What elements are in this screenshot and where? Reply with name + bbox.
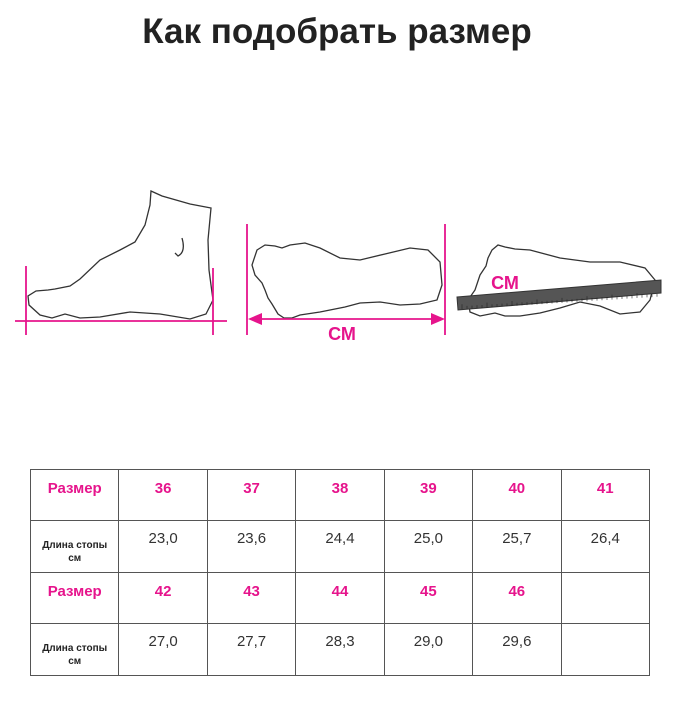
length-label-line1: Длина стопы bbox=[42, 540, 108, 551]
size-cell: 40 bbox=[472, 469, 562, 521]
length-label: Длина стопы см bbox=[29, 520, 120, 573]
side-foot-drawing bbox=[27, 190, 214, 320]
size-chart-table: Размер 36 37 38 39 40 41 Длина стопы см 23,0 23,6 2… bbox=[29, 469, 651, 676]
foot-measurement-illustration: СМ СМ bbox=[15, 190, 662, 344]
length-label-line1: Длина стопы bbox=[42, 643, 108, 654]
length-cell: 23,6 bbox=[206, 520, 297, 573]
length-label: Длина стопы см bbox=[29, 623, 120, 676]
length-cell: 29,6 bbox=[472, 623, 562, 676]
size-cell: 44 bbox=[295, 572, 385, 624]
length-cell: 23,0 bbox=[118, 520, 208, 573]
size-cell: 45 bbox=[383, 572, 474, 624]
size-label: Размер bbox=[29, 469, 120, 521]
length-row: Длина стопы см 27,0 27,7 28,3 29,0 29,6 bbox=[29, 623, 651, 676]
footprint-drawing bbox=[251, 242, 443, 319]
length-cell: 27,7 bbox=[206, 623, 297, 676]
size-cell: 46 bbox=[472, 572, 562, 624]
unit-label-cm-ruler: СМ bbox=[491, 273, 519, 293]
length-row: Длина стопы см 23,0 23,6 24,4 25,0 25,7 26,4 bbox=[29, 520, 651, 573]
unit-label-cm: СМ bbox=[328, 324, 356, 344]
page-title: Как подобрать размер bbox=[142, 12, 532, 51]
length-cell: 29,0 bbox=[383, 623, 474, 676]
length-cell: 25,0 bbox=[383, 520, 474, 573]
length-label-line2: см bbox=[68, 656, 82, 667]
size-cell: 39 bbox=[383, 469, 474, 521]
size-cell: 41 bbox=[560, 469, 651, 521]
size-cell: 43 bbox=[206, 572, 297, 624]
size-row: Размер 36 37 38 39 40 41 bbox=[29, 469, 651, 521]
size-cell: 38 bbox=[295, 469, 385, 521]
size-row: Размер 42 43 44 45 46 bbox=[29, 572, 651, 624]
ruler-icon bbox=[456, 279, 662, 311]
size-cell: 36 bbox=[118, 469, 208, 521]
length-label-line2: см bbox=[68, 553, 82, 564]
size-cell: 37 bbox=[206, 469, 297, 521]
size-label: Размер bbox=[29, 572, 120, 624]
length-cell: 27,0 bbox=[118, 623, 208, 676]
length-cell: 28,3 bbox=[295, 623, 385, 676]
length-cell: 25,7 bbox=[472, 520, 562, 573]
size-cell bbox=[560, 572, 651, 624]
size-cell: 42 bbox=[118, 572, 208, 624]
length-cell: 24,4 bbox=[295, 520, 385, 573]
footprint-measure-lines bbox=[246, 224, 446, 335]
side-foot-measure-lines bbox=[15, 266, 227, 335]
length-cell bbox=[560, 623, 651, 676]
arrow-left-icon bbox=[248, 313, 262, 325]
length-cell: 26,4 bbox=[560, 520, 651, 573]
arrow-right-icon bbox=[431, 313, 445, 325]
